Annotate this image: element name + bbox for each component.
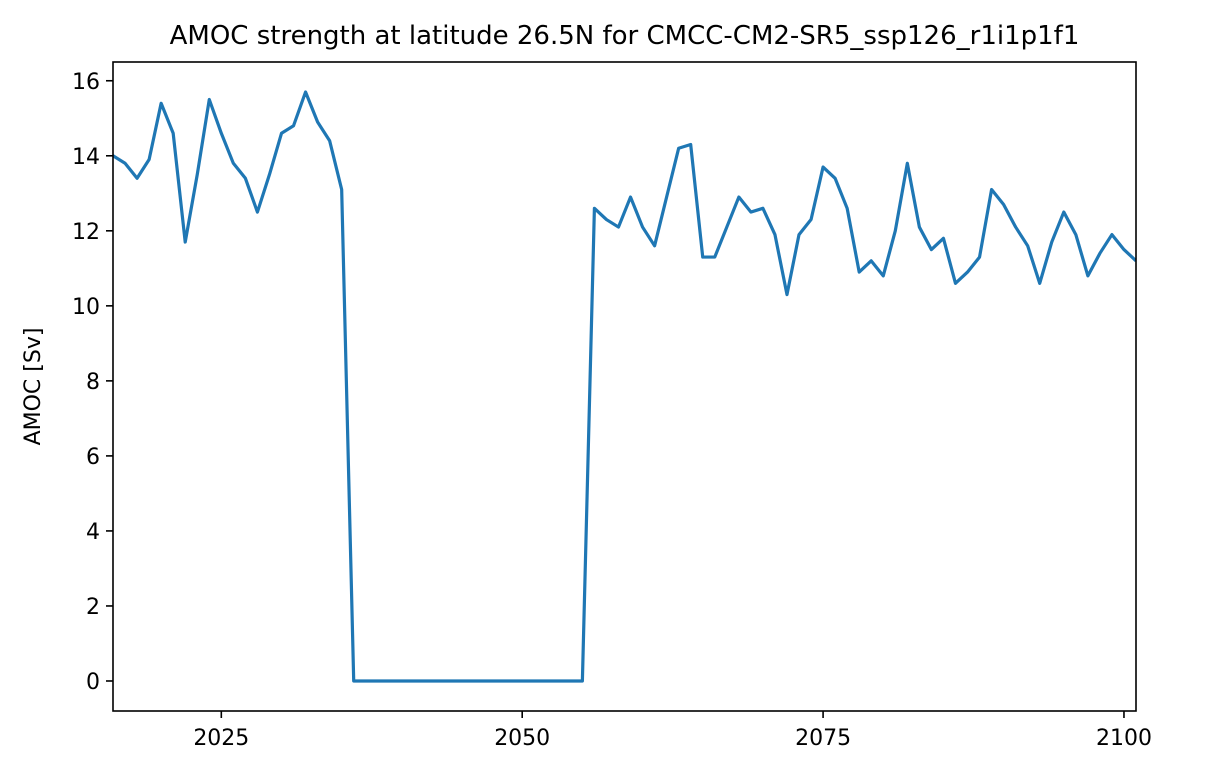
y-axis-ticks: 0 2 4 6 8 10 12 14 16	[72, 70, 113, 695]
series-layer	[113, 90, 1136, 683]
y-tick-label: 4	[86, 520, 100, 545]
chart-title: AMOC strength at latitude 26.5N for CMCC…	[170, 21, 1080, 51]
y-tick-label: 8	[86, 370, 100, 395]
y-tick-label: 10	[72, 295, 100, 320]
plot-frame	[112, 61, 1137, 712]
x-tick-label: 2050	[494, 726, 550, 751]
x-axis-ticks: 2025 2050 2075 2100	[193, 711, 1152, 751]
x-tick-label: 2025	[193, 726, 249, 751]
y-tick-label: 16	[72, 70, 100, 95]
series-line	[113, 90, 1136, 683]
y-tick-label: 2	[86, 595, 100, 620]
y-tick-label: 12	[72, 220, 100, 245]
y-tick-label: 6	[86, 445, 100, 470]
y-tick-label: 14	[72, 145, 100, 170]
x-tick-label: 2075	[795, 726, 851, 751]
x-tick-label: 2100	[1096, 726, 1152, 751]
y-axis-label: AMOC [Sv]	[21, 328, 46, 446]
y-tick-label: 0	[86, 670, 100, 695]
